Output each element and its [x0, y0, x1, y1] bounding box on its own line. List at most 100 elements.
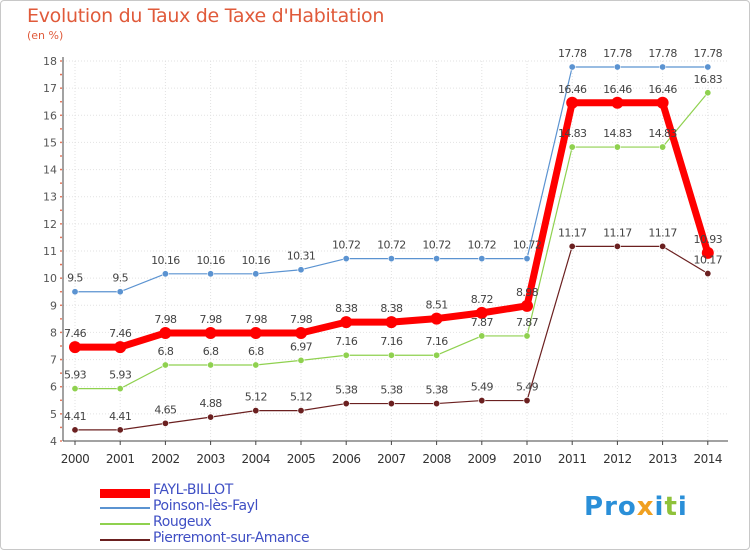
data-label-pierremont-sur-amance-2013: 11.17 [648, 226, 677, 239]
y-tick-label-5: 5 [50, 408, 57, 421]
data-point-poinson-l-s-fayl-2006 [342, 255, 350, 263]
y-tick-label-14: 14 [43, 164, 57, 177]
data-label-fayl-billot-2011: 16.46 [558, 83, 587, 96]
data-point-rougeux-2009 [478, 332, 486, 340]
y-tick-label-17: 17 [43, 82, 57, 95]
data-label-pierremont-sur-amance-2002: 4.65 [154, 403, 177, 416]
data-point-poinson-l-s-fayl-2012 [613, 63, 621, 71]
data-point-pierremont-sur-amance-2012 [613, 242, 621, 250]
y-tick-label-8: 8 [50, 326, 57, 339]
data-label-rougeux-2009: 7.87 [471, 316, 494, 329]
data-point-pierremont-sur-amance-2013 [659, 242, 667, 250]
data-point-rougeux-2004 [252, 361, 260, 369]
logo-letter: i [654, 492, 665, 522]
data-label-pierremont-sur-amance-2003: 4.88 [200, 397, 223, 410]
data-point-pierremont-sur-amance-2005 [297, 407, 305, 415]
data-point-pierremont-sur-amance-2003 [207, 413, 215, 421]
data-label-fayl-billot-2009: 8.72 [471, 293, 493, 306]
x-tick-label-2014: 2014 [694, 452, 723, 466]
data-point-fayl-billot-2007 [385, 316, 398, 329]
y-axis-minor-tick [60, 222, 62, 225]
y-tick-label-15: 15 [43, 136, 57, 149]
data-label-pierremont-sur-amance-2011: 11.17 [558, 226, 587, 239]
data-point-pierremont-sur-amance-2014 [704, 270, 712, 278]
data-label-rougeux-2001: 5.93 [109, 369, 132, 382]
data-point-poinson-l-s-fayl-2010 [523, 255, 531, 263]
data-point-rougeux-2001 [116, 385, 124, 393]
data-label-pierremont-sur-amance-2008: 5.38 [426, 384, 449, 397]
data-label-rougeux-2012: 14.83 [603, 127, 632, 140]
data-point-rougeux-2011 [568, 143, 576, 151]
data-point-fayl-billot-2008 [430, 312, 443, 325]
legend-label-rougeux: Rougeux [153, 514, 212, 530]
x-tick-label-2009: 2009 [468, 452, 497, 466]
data-label-poinson-l-s-fayl-2012: 17.78 [603, 47, 632, 60]
x-tick-label-2001: 2001 [106, 452, 135, 466]
y-axis-minor-tick [60, 60, 62, 62]
y-axis-minor-tick [60, 304, 62, 307]
x-tick-label-2010: 2010 [513, 452, 542, 466]
data-point-pierremont-sur-amance-2009 [478, 397, 486, 405]
data-label-fayl-billot-2012: 16.46 [603, 83, 632, 96]
data-point-fayl-billot-2003 [204, 326, 217, 339]
data-label-fayl-billot-2008: 8.51 [426, 299, 448, 312]
data-point-rougeux-2013 [659, 143, 667, 151]
data-point-rougeux-2006 [342, 351, 350, 359]
data-label-fayl-billot-2002: 7.98 [154, 313, 177, 326]
data-point-pierremont-sur-amance-2004 [252, 407, 260, 415]
data-point-rougeux-2003 [207, 361, 215, 369]
x-tick-label-2012: 2012 [603, 452, 632, 466]
y-tick-label-7: 7 [50, 354, 57, 367]
data-point-poinson-l-s-fayl-2011 [568, 63, 576, 71]
chart-title: Evolution du Taux de Taxe d'Habitation [27, 5, 385, 27]
data-label-pierremont-sur-amance-2001: 4.41 [109, 410, 131, 423]
data-label-pierremont-sur-amance-2005: 5.12 [290, 391, 312, 404]
data-point-poinson-l-s-fayl-2014 [704, 63, 712, 71]
y-axis-minor-tick [60, 250, 62, 252]
x-tick-label-2002: 2002 [151, 452, 180, 466]
data-point-poinson-l-s-fayl-2007 [387, 255, 395, 263]
data-point-fayl-billot-2006 [340, 316, 353, 329]
y-axis-minor-tick [60, 168, 62, 171]
logo-letter: t [664, 492, 678, 522]
legend-swatch-rougeux [100, 523, 150, 525]
y-axis-minor-tick [60, 141, 62, 144]
data-point-pierremont-sur-amance-2007 [387, 400, 395, 408]
data-point-rougeux-2010 [523, 332, 531, 340]
data-point-poinson-l-s-fayl-2013 [659, 63, 667, 71]
data-label-poinson-l-s-fayl-2002: 10.16 [151, 254, 180, 267]
x-tick-label-2004: 2004 [242, 452, 271, 466]
data-label-pierremont-sur-amance-2009: 5.49 [471, 381, 494, 394]
data-point-poinson-l-s-fayl-2000 [71, 288, 79, 296]
y-axis-minor-tick [60, 317, 62, 320]
data-label-poinson-l-s-fayl-2013: 17.78 [648, 47, 677, 60]
data-point-fayl-billot-2004 [249, 326, 262, 339]
y-axis-minor-tick [60, 277, 62, 280]
data-label-pierremont-sur-amance-2000: 4.41 [64, 410, 86, 423]
data-point-fayl-billot-2010 [521, 299, 533, 312]
y-tick-label-4: 4 [50, 435, 57, 448]
x-tick-label-2011: 2011 [558, 452, 587, 466]
y-axis-minor-tick [60, 426, 62, 429]
x-tick-label-2006: 2006 [332, 452, 361, 466]
y-axis-minor-tick [60, 100, 62, 103]
data-point-fayl-billot-2000 [69, 341, 81, 354]
y-axis-minor-tick [60, 182, 62, 185]
data-point-fayl-billot-2014 [701, 246, 714, 259]
data-point-poinson-l-s-fayl-2009 [478, 255, 486, 263]
y-tick-label-18: 18 [43, 55, 57, 68]
data-label-fayl-billot-2010: 8.98 [516, 286, 539, 299]
data-label-pierremont-sur-amance-2004: 5.12 [245, 391, 267, 404]
logo-letter: P [584, 492, 605, 522]
data-label-poinson-l-s-fayl-2008: 10.72 [422, 239, 451, 252]
y-axis-minor-tick [60, 127, 62, 130]
data-label-rougeux-2014: 16.83 [694, 73, 723, 86]
logo-letter: x [636, 492, 655, 522]
proxiti-logo: Proxiti [584, 492, 688, 522]
data-point-pierremont-sur-amance-2011 [568, 242, 576, 250]
data-label-fayl-billot-2005: 7.98 [290, 313, 313, 326]
data-point-rougeux-2000 [71, 385, 79, 393]
data-label-rougeux-2002: 6.8 [158, 345, 174, 358]
